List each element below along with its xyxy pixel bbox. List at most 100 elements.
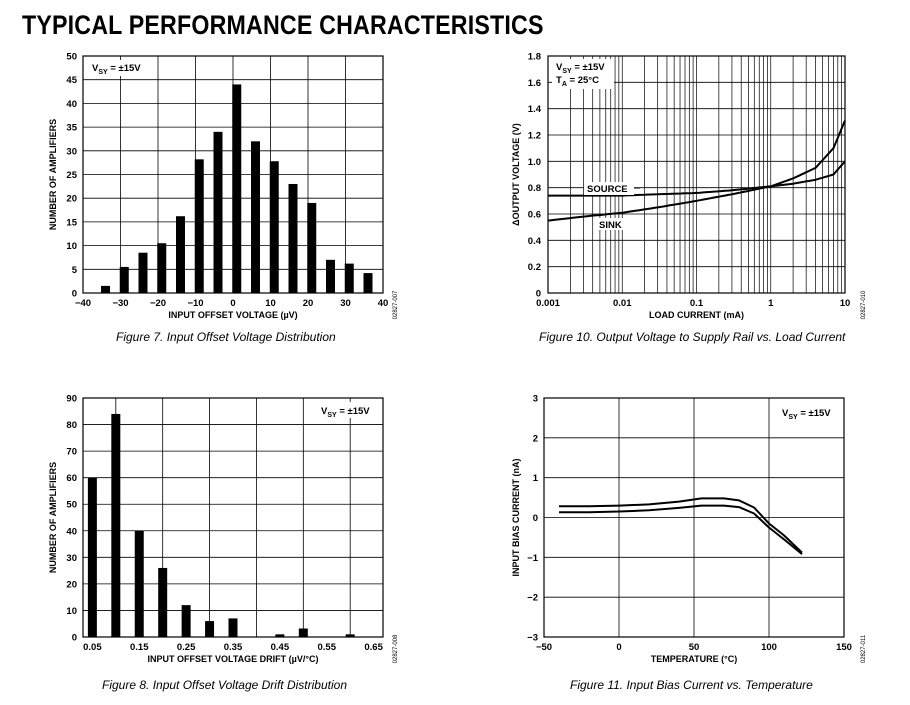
bar: [138, 252, 148, 293]
bar: [101, 285, 110, 293]
y-tick-label: 1.2: [528, 131, 541, 142]
y-tick-label: 45: [66, 75, 77, 86]
y-tick-label: 50: [66, 500, 77, 511]
x-tick-label: 50: [689, 642, 700, 653]
y-tick-label: 60: [66, 473, 77, 484]
y-tick-label: 0: [536, 289, 541, 300]
y-tick-label: 0: [533, 513, 538, 524]
y-tick-label: 40: [66, 99, 77, 110]
x-tick-label: 0.1: [690, 298, 704, 309]
x-tick-label: −40: [75, 298, 91, 309]
x-tick-label: 1: [768, 298, 774, 309]
bar: [269, 161, 279, 293]
y-tick-label: 30: [66, 146, 77, 157]
y-tick-label: 0.4: [528, 236, 542, 247]
y-tick-label: 80: [66, 420, 77, 431]
series-line-sink: [547, 120, 846, 222]
annotation-ta: TA = 25°C: [556, 75, 599, 88]
figure-code: 02827-010: [861, 290, 867, 319]
x-tick-label: −10: [187, 298, 203, 309]
x-axis-label: LOAD CURRENT (mA): [649, 310, 744, 320]
figure-7-caption: Figure 7. Input Offset Voltage Distribut…: [116, 330, 336, 344]
annotation-bg: [774, 404, 838, 420]
bar: [345, 634, 355, 637]
y-tick-label: 10: [66, 241, 77, 252]
y-tick-label: 3: [533, 394, 538, 405]
series-line-source: [548, 160, 846, 197]
bar: [288, 183, 298, 293]
x-tick-label: −20: [150, 298, 166, 309]
y-tick-label: 70: [66, 447, 77, 458]
label-bg: [584, 182, 634, 195]
annotation-bg: [311, 402, 377, 418]
x-axis-label: INPUT OFFSET VOLTAGE DRIFT (µV/°C): [148, 654, 319, 664]
x-tick-label: 100: [761, 642, 777, 653]
bar: [176, 216, 185, 293]
y-axis-label: ΔOUTPUT VOLTAGE (V): [511, 123, 521, 226]
x-tick-label: 0.001: [536, 298, 560, 309]
series-line-1: [559, 497, 803, 554]
plot-frame: [543, 397, 845, 638]
y-tick-label: 50: [66, 52, 77, 63]
bar: [119, 266, 129, 293]
y-tick-label: 5: [72, 265, 78, 276]
figure-8-caption: Figure 8. Input Offset Voltage Drift Dis…: [102, 678, 347, 692]
y-tick-label: 15: [66, 217, 77, 228]
figure-code: 02827-007: [393, 290, 399, 319]
x-tick-label: 0: [616, 642, 621, 653]
y-tick-label: 1.6: [528, 78, 541, 89]
bar: [194, 159, 204, 293]
series-label-sink: SINK: [599, 220, 622, 231]
x-tick-label: 0.25: [177, 642, 196, 653]
plot-frame: [547, 55, 846, 294]
x-tick-label: 10: [840, 298, 851, 309]
figure-code: 02827-011: [861, 634, 867, 663]
bar: [344, 263, 354, 293]
bar: [326, 259, 335, 293]
y-tick-label: 0.6: [528, 210, 541, 221]
bar: [181, 605, 191, 637]
series-label-source: SOURCE: [587, 184, 628, 195]
bar: [87, 477, 97, 637]
figure-10-caption: Figure 10. Output Voltage to Supply Rail…: [539, 330, 846, 344]
series-line-2: [559, 504, 803, 555]
x-tick-label: 0.01: [613, 298, 632, 309]
annotation-vsy: VSY = ±15V: [556, 62, 605, 75]
y-tick-label: 1.4: [528, 104, 542, 115]
bar: [275, 634, 285, 637]
bar: [232, 84, 242, 293]
bar: [157, 243, 167, 293]
x-tick-label: −30: [112, 298, 128, 309]
y-tick-label: 90: [66, 394, 77, 405]
annotation-bg: [88, 60, 150, 76]
bar: [205, 621, 215, 637]
bar: [158, 567, 168, 637]
x-tick-label: 0.45: [271, 642, 290, 653]
bar: [251, 141, 260, 293]
y-tick-label: 10: [66, 606, 77, 617]
y-axis-label: INPUT BIAS CURRENT (nA): [511, 459, 521, 577]
annotation-vsy: VSY = ±15V: [782, 408, 831, 421]
y-tick-label: 25: [66, 170, 77, 181]
y-tick-label: 0.2: [528, 262, 541, 273]
page-title: TYPICAL PERFORMANCE CHARACTERISTICS: [22, 10, 544, 40]
annotation-vsy: VSY = ±15V: [321, 406, 370, 419]
x-tick-label: 0.55: [318, 642, 337, 653]
bar: [298, 628, 308, 637]
x-tick-label: 40: [378, 298, 389, 309]
y-tick-label: 1.0: [528, 157, 541, 168]
y-tick-label: 30: [66, 553, 77, 564]
x-tick-label: 0.65: [364, 642, 383, 653]
y-tick-label: 2: [533, 433, 538, 444]
bar: [228, 618, 238, 637]
bar: [134, 530, 144, 637]
bar: [363, 273, 373, 293]
x-tick-label: 0.05: [83, 642, 102, 653]
y-tick-label: −1: [527, 553, 539, 564]
y-tick-label: −3: [527, 633, 538, 644]
label-bg: [597, 218, 627, 230]
